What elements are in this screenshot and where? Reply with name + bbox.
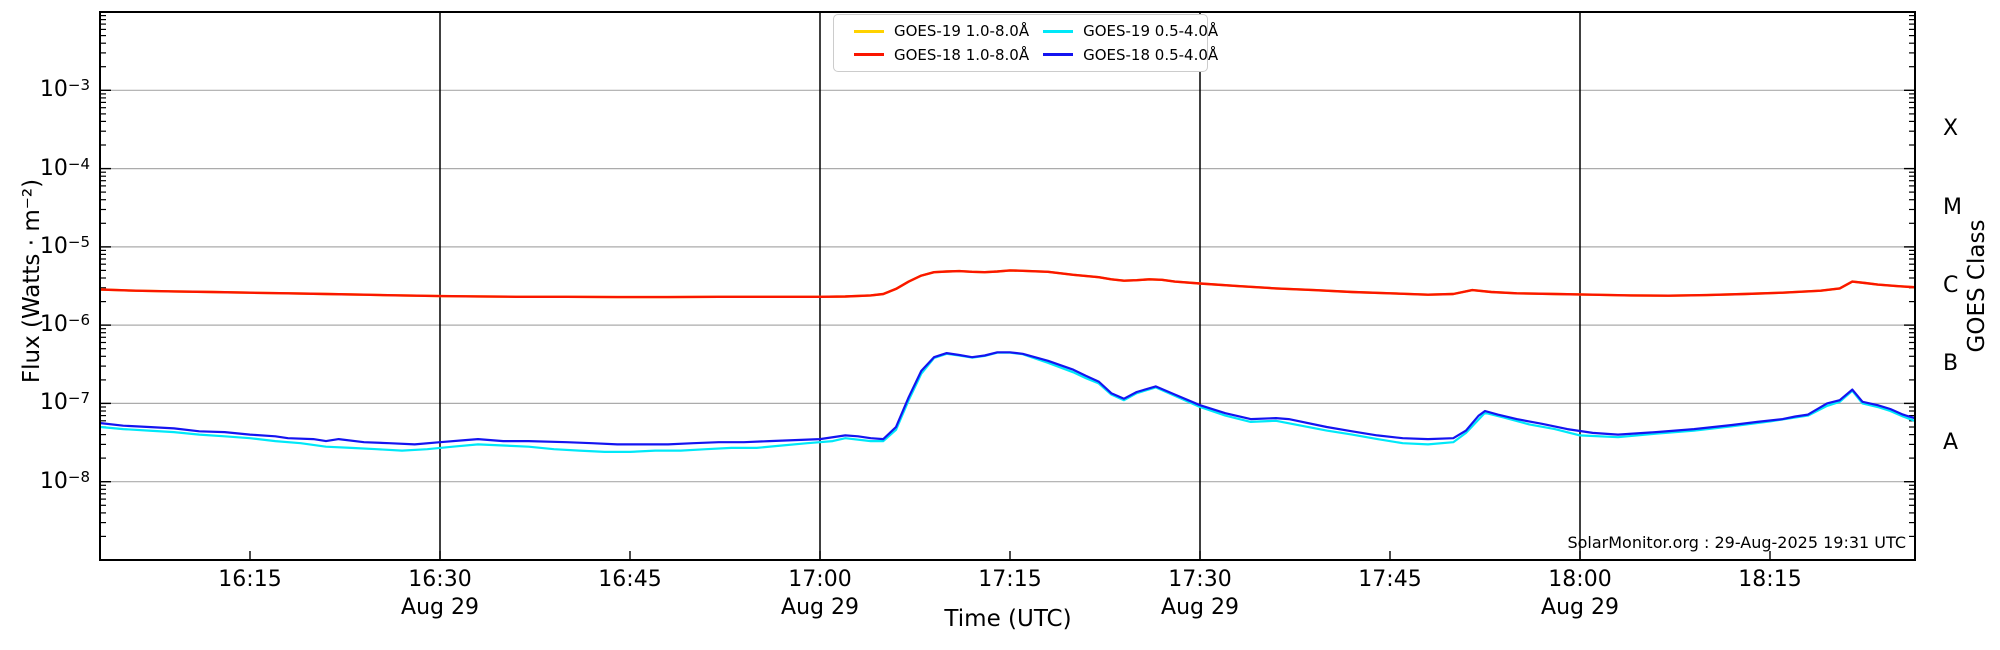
goes-class-label-M: M [1943, 194, 1962, 220]
legend-entry: GOES-19 1.0-8.0Å [840, 22, 1029, 40]
x-tick-label-1745: 17:45 [1358, 567, 1422, 592]
x-tick-day-label: Aug 29 [781, 594, 859, 620]
x-tick-label-1615: 16:15 [218, 567, 282, 592]
plot-border [99, 11, 1916, 561]
x-tick-label-1730: 17:30 Aug 29 [1161, 567, 1239, 620]
y-tick-label-1e-7: 10−7 [39, 389, 90, 416]
x-tick-label-1630: 16:30 Aug 29 [401, 567, 479, 620]
legend-entry-label: GOES-18 0.5-4.0Å [1083, 45, 1219, 64]
x-tick-label-1715: 17:15 [978, 567, 1042, 592]
flux-curve-goes18-short [100, 351, 1915, 446]
y-tick-label-1e-6: 10−6 [39, 311, 90, 338]
goes-class-label-X: X [1943, 116, 1959, 142]
y-axis-title-goes-class: GOES Class [1964, 219, 1990, 353]
y-axis-title-flux: Flux (Watts · m⁻²) [19, 178, 45, 384]
legend-entry-label: GOES-18 1.0-8.0Å [894, 45, 1030, 64]
watermark-text: SolarMonitor.org : 29-Aug-2025 19:31 UTC [1567, 533, 1906, 552]
legend-entry: GOES-18 1.0-8.0Å [840, 46, 1029, 64]
goes-class-label-C: C [1943, 273, 1959, 298]
x-tick-day-label: Aug 29 [1541, 594, 1619, 620]
legend-line-swatch [854, 30, 884, 33]
x-tick-day-label: Aug 29 [1161, 594, 1239, 620]
y-tick-label-1e-3: 10−3 [39, 76, 90, 103]
flux-curve-goes18-long [100, 269, 1915, 299]
legend-entry-label: GOES-19 1.0-8.0Å [894, 22, 1030, 41]
x-tick-label-1800: 18:00 Aug 29 [1541, 567, 1619, 620]
legend-entry-label: GOES-19 0.5-4.0Å [1083, 22, 1219, 41]
y-tick-label-1e-4: 10−4 [39, 154, 90, 181]
legend-entry: GOES-19 0.5-4.0Å [1029, 22, 1218, 40]
x-tick-day-label: Aug 29 [401, 594, 479, 620]
flux-curve-goes19-long [100, 269, 1915, 299]
x-axis-title-time: Time (UTC) [944, 606, 1072, 632]
legend: GOES-19 1.0-8.0Å GOES-19 0.5-4.0Å GOES-18 … [833, 14, 1218, 72]
x-tick-label-1700: 17:00 Aug 29 [781, 567, 859, 620]
x-tick-label-1815: 18:15 [1738, 567, 1802, 592]
flux-curve-goes19-short [100, 351, 1915, 453]
goes-class-label-B: B [1943, 351, 1959, 377]
y-tick-label-1e-5: 10−5 [39, 232, 90, 259]
y-tick-label-1e-8: 10−8 [39, 467, 90, 494]
legend-line-swatch [1043, 53, 1074, 56]
legend-line-swatch [854, 53, 884, 56]
goes-class-label-A: A [1943, 429, 1959, 455]
x-tick-label-1645: 16:45 [598, 567, 662, 592]
legend-line-swatch [1043, 30, 1074, 33]
legend-entry: GOES-18 0.5-4.0Å [1029, 46, 1218, 64]
